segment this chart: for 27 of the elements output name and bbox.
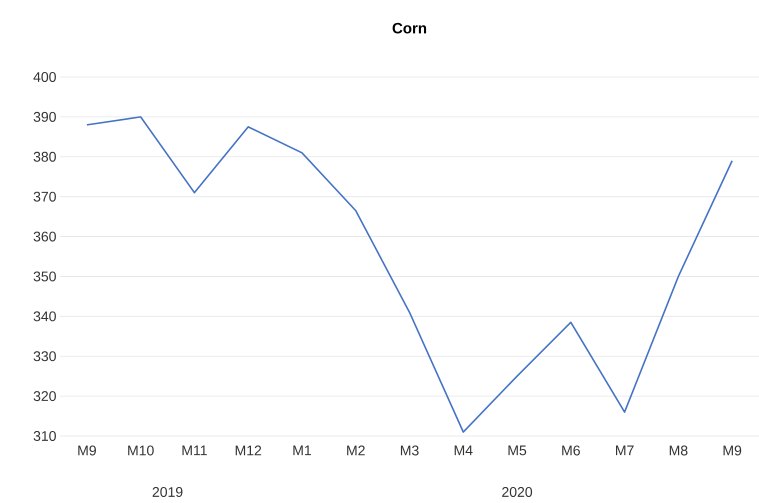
y-tick-label: 330 xyxy=(34,351,56,362)
x-tick-label: M8 xyxy=(670,446,688,456)
x-tick-label: M2 xyxy=(347,446,365,456)
x-tick-label: M1 xyxy=(293,446,312,456)
x-tick-label: M5 xyxy=(508,446,526,456)
text: 2020 xyxy=(502,487,532,497)
y-tick-label: 370 xyxy=(34,192,56,202)
x-tick-label: M9 xyxy=(724,446,742,456)
y-tick-label: 320 xyxy=(34,391,56,402)
x-tick-label: M3 xyxy=(400,446,419,456)
y-tick-label: 350 xyxy=(34,271,56,282)
y-tick-label: 340 xyxy=(34,311,56,322)
y-tick-label: 360 xyxy=(34,232,56,242)
x-tick-label: M11 xyxy=(182,446,207,456)
y-tick-label: 310 xyxy=(34,431,56,441)
x-tick-label: M10 xyxy=(128,446,154,456)
x-tick-label: M6 xyxy=(562,446,580,456)
y-tick-label: 400 xyxy=(33,72,56,82)
x-tick-label: M12 xyxy=(236,446,262,456)
y-tick-label: 380 xyxy=(34,152,56,162)
line-series xyxy=(86,116,733,433)
y-tick-label: 390 xyxy=(34,112,56,122)
chart-title: Corn xyxy=(392,22,426,34)
text: 2019 xyxy=(152,487,182,497)
x-tick-label: M9 xyxy=(78,446,96,456)
x-tick-label: M4 xyxy=(454,446,473,456)
x-tick-label: M7 xyxy=(616,446,634,456)
